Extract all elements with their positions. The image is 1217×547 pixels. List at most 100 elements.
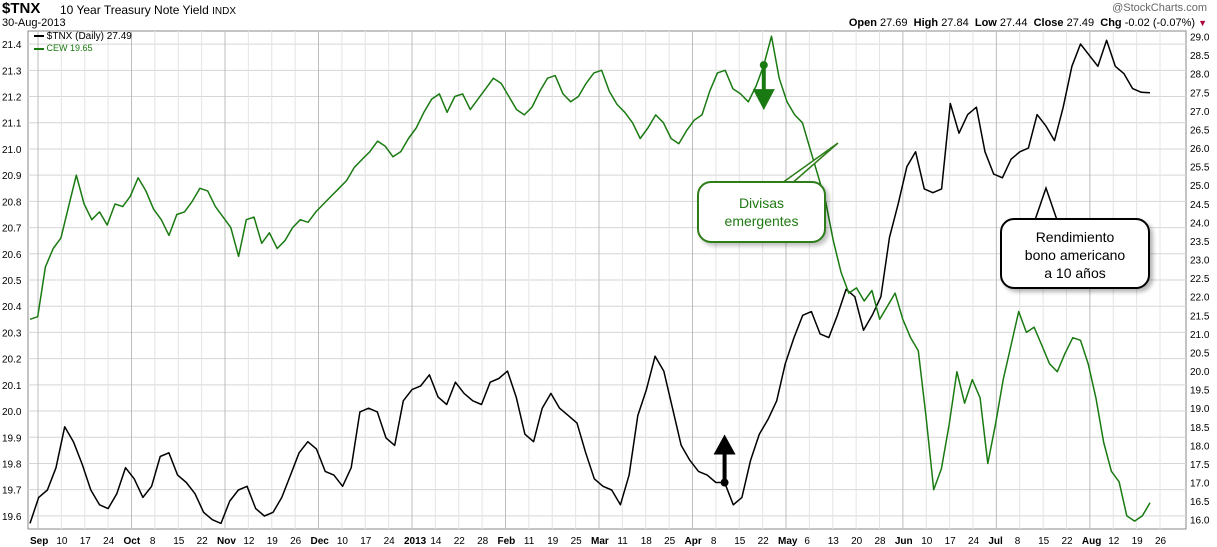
left-axis-tick-label: 20.7 (2, 224, 22, 235)
right-axis-tick-label: 18.5 (1190, 423, 1210, 434)
ohlc-readout: Open 27.69 High 27.84 Low 27.44 Close 27… (849, 17, 1207, 29)
x-axis-tick-label: 14 (430, 536, 442, 547)
right-axis-tick-label: 16.5 (1190, 497, 1210, 508)
right-axis-tick-label: 19.0 (1190, 404, 1210, 415)
left-axis-tick-label: 21.1 (2, 119, 22, 130)
ticker-symbol: $TNX (2, 0, 41, 17)
left-axis-tick-label: 19.9 (2, 433, 22, 444)
right-axis-tick-label: 17.5 (1190, 460, 1210, 471)
right-axis-tick-label: 25.0 (1190, 181, 1210, 192)
legend-tnx: $TNX (Daily) 27.49 (34, 31, 132, 42)
left-axis-tick-label: 19.6 (2, 512, 22, 523)
chg-value: -0.02 (-0.07%) (1124, 17, 1196, 29)
x-axis-tick-label: 19 (547, 536, 559, 547)
left-axis-tick-label: 20.2 (2, 355, 22, 366)
x-axis-tick-label: 10 (921, 536, 933, 547)
x-axis-tick-label: 11 (524, 536, 535, 547)
open-label: Open (848, 17, 877, 29)
series-line (29, 35, 1151, 522)
low-label: Low (974, 17, 997, 29)
x-axis-tick-label: 22 (197, 536, 209, 547)
callout-bond-line2: bono americano (1024, 247, 1126, 263)
x-axis-tick-label: 26 (290, 536, 302, 547)
right-axis-tick-label: 23.5 (1190, 237, 1210, 248)
right-axis-tick-label: 22.0 (1190, 293, 1210, 304)
chart-date: 30-Aug-2013 (2, 17, 66, 29)
callout-divisas-emergentes: Divisas emergentes (697, 181, 826, 243)
left-axis-tick-label: 21.3 (2, 66, 22, 77)
series-group (29, 35, 1151, 525)
callout-bond-line1: Rendimiento (1035, 229, 1115, 245)
right-axis-tick-label: 20.0 (1190, 367, 1210, 378)
exchange-label: INDX (212, 6, 237, 17)
left-axis-tick-label: 20.8 (2, 197, 22, 208)
x-axis-tick-label: 17 (360, 536, 372, 547)
stockcharts-watermark: @StockCharts.com (1112, 2, 1207, 14)
x-axis-tick-label: Apr (685, 536, 702, 547)
x-axis-tick-label: 10 (337, 536, 349, 547)
x-axis-tick-label: 13 (828, 536, 840, 547)
x-axis-tick-label: 22 (758, 536, 770, 547)
x-axis-tick-label: 11 (617, 536, 628, 547)
legend-cew-label: CEW 19.65 (46, 43, 93, 53)
low-value: 27.44 (999, 17, 1028, 29)
chg-down-icon: ▼ (1198, 18, 1207, 28)
x-axis-tick-label: 26 (1155, 536, 1167, 547)
right-axis-tick-label: 25.5 (1190, 163, 1210, 174)
x-axis-tick-label: 25 (571, 536, 583, 547)
right-axis-tick-label: 26.5 (1190, 125, 1210, 136)
x-axis-tick-label: 20 (851, 536, 863, 547)
right-axis-tick-label: 27.0 (1190, 107, 1210, 118)
legend-cew: CEW 19.65 (34, 43, 93, 53)
x-axis-tick-label: 8 (150, 536, 156, 547)
legend-tnx-label: $TNX (Daily) 27.49 (46, 31, 132, 42)
callout-em-pointer (781, 142, 839, 186)
legend-cew-swatch (34, 47, 44, 50)
x-axis-tick-label: Feb (498, 536, 516, 547)
right-axis-tick-label: 28.5 (1190, 51, 1210, 62)
chart-subtitle: 10 Year Treasury Note Yield INDX (60, 3, 236, 17)
left-axis-tick-label: 20.0 (2, 407, 22, 418)
x-axis-tick-label: 28 (477, 536, 489, 547)
x-axis-tick-label: Oct (124, 536, 141, 547)
x-axis-tick-label: 10 (56, 536, 68, 547)
right-axis-tick-label: 26.0 (1190, 144, 1210, 155)
x-axis-tick-label: 17 (80, 536, 92, 547)
right-axis-tick-label: 17.0 (1190, 479, 1210, 490)
right-axis-tick-label: 29.0 (1190, 33, 1210, 44)
left-axis-tick-label: 21.4 (2, 40, 22, 51)
right-axis-tick-label: 22.5 (1190, 274, 1210, 285)
x-axis-tick-label: Nov (217, 536, 236, 547)
right-axis-tick-label: 20.5 (1190, 348, 1210, 359)
callout-em-line1: Divisas (738, 195, 785, 211)
callout-bond-pointer (1034, 185, 1058, 221)
x-axis-tick-label: 15 (1038, 536, 1050, 547)
x-axis-tick-label: 22 (454, 536, 466, 547)
right-axis-tick-label: 23.0 (1190, 256, 1210, 267)
legend-tnx-swatch (34, 35, 44, 38)
x-axis-tick-label: 17 (945, 536, 957, 547)
right-axis-tick-label: 21.0 (1190, 330, 1210, 341)
x-axis-tick-label: 8 (711, 536, 717, 547)
x-axis-tick-label: 25 (664, 536, 676, 547)
right-axis-tick-label: 18.0 (1190, 441, 1210, 452)
left-axis-tick-label: 20.1 (2, 381, 22, 392)
subtitle-text: 10 Year Treasury Note Yield (60, 3, 209, 17)
x-axis-tick-label: Sep (30, 536, 48, 547)
left-axis-tick-label: 21.2 (2, 93, 22, 104)
x-axis-tick-label: 12 (1108, 536, 1120, 547)
markers-group (713, 61, 775, 487)
open-value: 27.69 (880, 17, 908, 29)
x-axis-tick-label: Dec (311, 536, 330, 547)
x-axis-tick-label: 24 (384, 536, 396, 547)
x-axis-tick-label: 15 (173, 536, 185, 547)
x-axis-tick-label: 12 (243, 536, 255, 547)
x-axis-tick-label: 15 (734, 536, 746, 547)
callout-em-line2: emergentes (724, 213, 799, 229)
x-axis-tick-label: Jul (988, 536, 1003, 547)
x-axis-tick-label: 19 (1132, 536, 1144, 547)
right-axis-tick-label: 21.5 (1190, 311, 1210, 322)
series-line (29, 39, 1151, 525)
axes: 19.6 19.7 19.8 19.9 20.0 20.1 20.2 20.3 20.4 20.5… (2, 33, 1210, 547)
